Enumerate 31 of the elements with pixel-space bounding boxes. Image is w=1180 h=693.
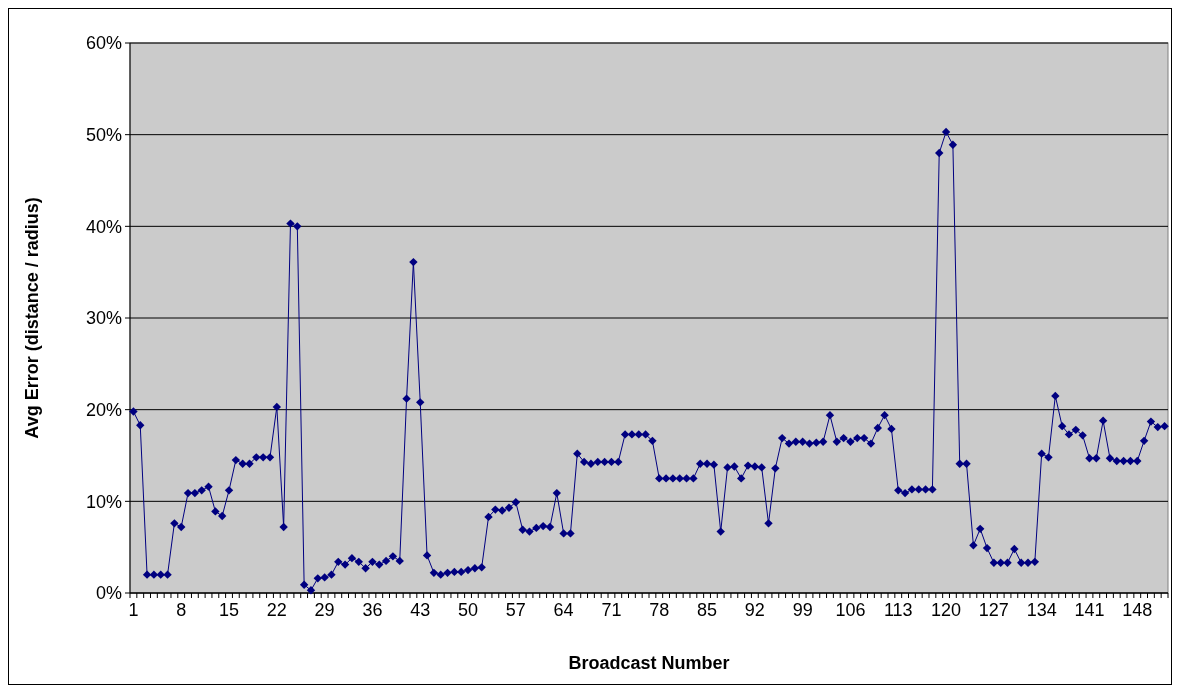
x-tick-label: 50 (458, 600, 479, 620)
x-tick-label: 8 (176, 600, 187, 620)
x-tick-label: 1 (128, 600, 139, 620)
x-tick-label: 127 (978, 600, 1009, 620)
x-tick-label: 22 (266, 600, 287, 620)
y-tick-label: 50% (85, 124, 122, 145)
x-tick-label: 113 (883, 600, 913, 620)
y-tick-label: 40% (85, 216, 122, 237)
x-axis-title: Broadcast Number (568, 653, 730, 673)
y-tick-label: 10% (85, 491, 122, 512)
x-tick-label: 99 (792, 600, 813, 620)
x-tick-label: 36 (362, 600, 383, 620)
x-tick-label: 57 (505, 600, 526, 620)
x-tick-label: 78 (649, 600, 670, 620)
x-tick-label: 15 (219, 600, 240, 620)
x-tick-label: 148 (1122, 600, 1153, 620)
x-tick-label: 134 (1026, 600, 1057, 620)
y-tick-label: 30% (85, 308, 122, 329)
y-tick-label: 60% (85, 33, 122, 54)
x-tick-label: 141 (1074, 600, 1105, 620)
x-tick-label: 106 (835, 600, 866, 620)
x-tick-label: 120 (931, 600, 962, 620)
x-tick-label: 29 (314, 600, 335, 620)
y-tick-label: 20% (85, 399, 122, 420)
y-axis-title: Avg Error (distance / radius) (22, 197, 42, 439)
y-tick-label: 0% (95, 583, 122, 604)
x-tick-label: 71 (601, 600, 622, 620)
x-tick-label: 85 (697, 600, 718, 620)
x-tick-label: 92 (744, 600, 765, 620)
x-tick-label: 43 (410, 600, 431, 620)
x-tick-label: 64 (553, 600, 574, 620)
